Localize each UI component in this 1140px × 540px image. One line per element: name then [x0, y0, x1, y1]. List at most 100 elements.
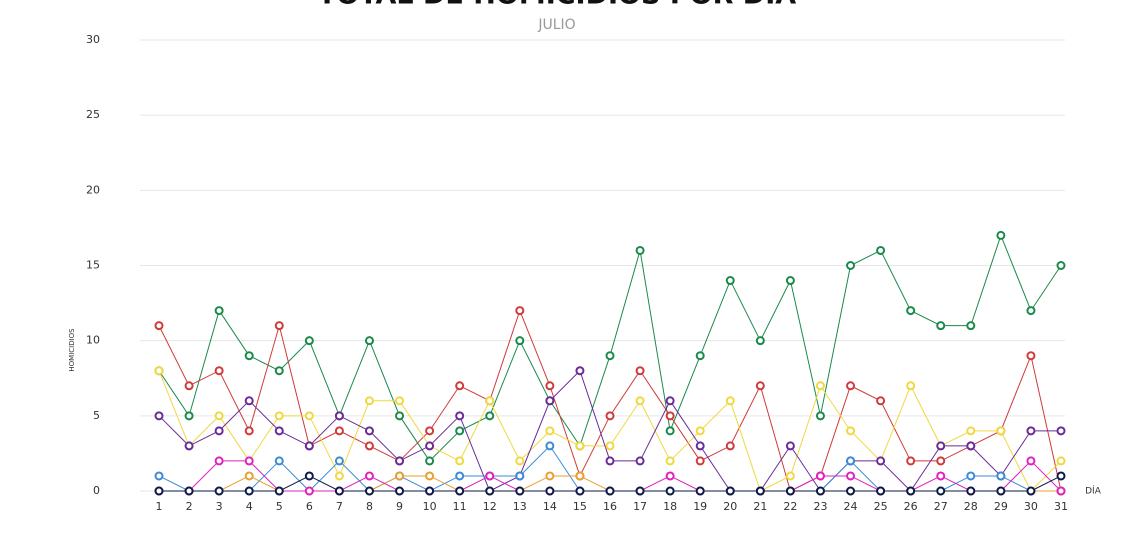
y-tick-label: 15	[86, 259, 100, 272]
x-tick-label: 29	[994, 500, 1008, 513]
point	[605, 441, 615, 451]
point	[364, 441, 374, 451]
y-tick-label: 30	[86, 33, 100, 46]
point	[665, 486, 675, 496]
point	[1056, 471, 1066, 481]
x-tick-label: 3	[216, 500, 223, 513]
x-tick-label: 5	[276, 500, 283, 513]
point	[334, 411, 344, 421]
point	[184, 381, 194, 391]
point	[665, 426, 675, 436]
x-tick-label: 7	[336, 500, 343, 513]
x-tick-label: 10	[423, 500, 437, 513]
point	[665, 411, 675, 421]
x-tick-label: 31	[1054, 500, 1068, 513]
point	[334, 486, 344, 496]
x-tick-label: 23	[813, 500, 827, 513]
point	[545, 486, 555, 496]
point	[635, 456, 645, 466]
point	[184, 486, 194, 496]
point	[304, 486, 314, 496]
point	[214, 486, 224, 496]
point	[274, 426, 284, 436]
point	[455, 411, 465, 421]
point	[545, 441, 555, 451]
point	[575, 471, 585, 481]
x-tick-label: 24	[844, 500, 858, 513]
point	[395, 486, 405, 496]
point	[695, 456, 705, 466]
x-tick-label: 18	[663, 500, 677, 513]
point	[575, 441, 585, 451]
point	[695, 441, 705, 451]
point	[936, 441, 946, 451]
x-tick-label: 14	[543, 500, 557, 513]
point	[906, 306, 916, 316]
x-tick-label: 28	[964, 500, 978, 513]
point	[304, 336, 314, 346]
point	[515, 336, 525, 346]
point	[966, 441, 976, 451]
point	[815, 381, 825, 391]
point	[274, 321, 284, 331]
point	[785, 486, 795, 496]
point	[906, 456, 916, 466]
point	[876, 486, 886, 496]
y-tick-label: 10	[86, 334, 100, 347]
point	[304, 411, 314, 421]
point	[906, 381, 916, 391]
point	[695, 351, 705, 361]
point	[815, 471, 825, 481]
point	[1026, 486, 1036, 496]
point	[515, 306, 525, 316]
point	[755, 336, 765, 346]
point	[485, 411, 495, 421]
point	[846, 456, 856, 466]
point	[485, 486, 495, 496]
point	[966, 321, 976, 331]
x-tick-label: 22	[783, 500, 797, 513]
x-tick-label: 9	[396, 500, 403, 513]
point	[274, 366, 284, 376]
point	[154, 366, 164, 376]
point	[635, 486, 645, 496]
point	[455, 486, 465, 496]
point	[695, 426, 705, 436]
x-tick-label: 12	[483, 500, 497, 513]
x-tick-label: 11	[453, 500, 467, 513]
point	[334, 456, 344, 466]
point	[785, 471, 795, 481]
point	[154, 411, 164, 421]
point	[545, 381, 555, 391]
point	[846, 486, 856, 496]
point	[936, 456, 946, 466]
x-tick-label: 2	[186, 500, 193, 513]
point	[996, 230, 1006, 240]
point	[1056, 261, 1066, 270]
point	[364, 471, 374, 481]
point	[1026, 351, 1036, 361]
point	[1056, 426, 1066, 436]
point	[545, 471, 555, 481]
point	[184, 411, 194, 421]
point	[395, 471, 405, 481]
point	[214, 366, 224, 376]
series-line	[158, 369, 1061, 492]
x-tick-label: 30	[1024, 500, 1038, 513]
point	[966, 471, 976, 481]
point	[425, 441, 435, 451]
chart-subtitle: JULIO	[537, 17, 575, 33]
point	[815, 411, 825, 421]
point	[665, 396, 675, 406]
point	[364, 486, 374, 496]
point	[575, 486, 585, 496]
point	[635, 396, 645, 406]
point	[154, 486, 164, 496]
point	[996, 426, 1006, 436]
point	[395, 396, 405, 406]
point	[695, 486, 705, 496]
chart-title: TOTAL DE HOMICIDIOS POR DÍA	[318, 0, 796, 11]
point	[1026, 306, 1036, 316]
point	[214, 426, 224, 436]
